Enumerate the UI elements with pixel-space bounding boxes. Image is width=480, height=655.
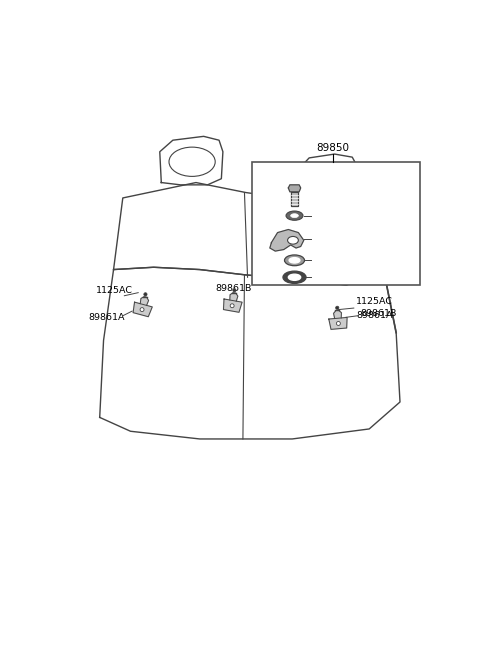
Text: 89861A: 89861A [356, 311, 393, 320]
Polygon shape [270, 229, 304, 251]
Ellipse shape [289, 257, 300, 263]
Ellipse shape [285, 255, 304, 266]
Ellipse shape [288, 236, 299, 244]
Circle shape [336, 306, 339, 309]
Polygon shape [230, 293, 238, 301]
Circle shape [230, 304, 234, 308]
Text: 89852A: 89852A [314, 234, 350, 243]
Polygon shape [224, 299, 242, 312]
Text: 1360GG: 1360GG [314, 211, 352, 220]
Polygon shape [291, 192, 298, 206]
Circle shape [140, 308, 144, 312]
Circle shape [336, 322, 340, 326]
Polygon shape [133, 302, 152, 316]
Text: 89852: 89852 [314, 256, 344, 265]
Ellipse shape [286, 211, 303, 220]
Text: 1125AC: 1125AC [96, 286, 133, 295]
Text: 89861B: 89861B [215, 284, 252, 293]
Circle shape [144, 293, 147, 296]
Polygon shape [334, 310, 341, 318]
Polygon shape [329, 318, 347, 329]
Text: 89861B: 89861B [360, 309, 396, 318]
Bar [252, 162, 420, 285]
Ellipse shape [291, 214, 299, 217]
Ellipse shape [288, 274, 300, 280]
Text: 89850: 89850 [316, 143, 349, 153]
Polygon shape [288, 185, 300, 192]
Circle shape [233, 289, 236, 292]
Polygon shape [140, 297, 148, 305]
Text: 89853: 89853 [314, 272, 344, 282]
Ellipse shape [283, 271, 306, 284]
Text: 89861A: 89861A [88, 313, 125, 322]
Text: 1125AC: 1125AC [356, 297, 393, 307]
